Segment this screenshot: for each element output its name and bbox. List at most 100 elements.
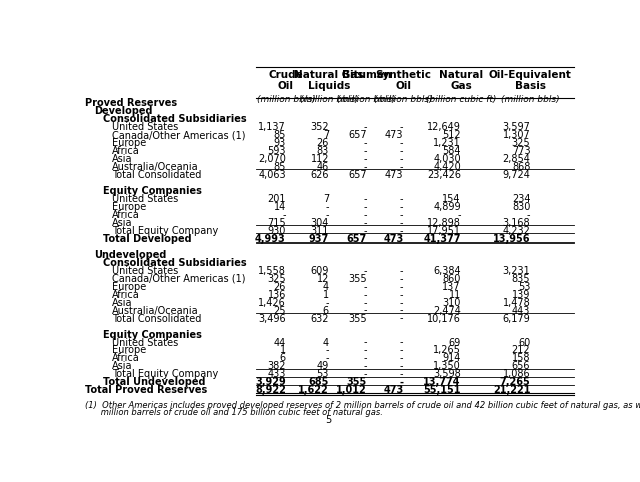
Text: -: -	[400, 122, 403, 132]
Text: 685: 685	[308, 377, 329, 388]
Text: 137: 137	[442, 281, 461, 292]
Text: Canada/Other Americas (1): Canada/Other Americas (1)	[112, 130, 245, 140]
Text: -: -	[363, 226, 367, 236]
Text: -: -	[363, 194, 367, 204]
Text: United States: United States	[112, 194, 178, 204]
Text: 93: 93	[273, 138, 286, 148]
Text: Total Undeveloped: Total Undeveloped	[103, 377, 205, 388]
Text: 2,474: 2,474	[433, 306, 461, 316]
Text: 715: 715	[268, 218, 286, 228]
Text: -: -	[282, 210, 286, 220]
Text: -: -	[363, 202, 367, 212]
Text: 1,622: 1,622	[298, 386, 329, 395]
Text: 4,030: 4,030	[433, 154, 461, 164]
Text: 914: 914	[442, 353, 461, 363]
Text: 69: 69	[449, 337, 461, 348]
Text: 14: 14	[273, 202, 286, 212]
Text: 13,956: 13,956	[493, 234, 531, 244]
Text: -: -	[400, 138, 403, 148]
Text: -: -	[400, 353, 403, 363]
Text: 2,854: 2,854	[502, 154, 531, 164]
Text: 53: 53	[518, 281, 531, 292]
Text: 55,151: 55,151	[424, 386, 461, 395]
Text: 139: 139	[512, 290, 531, 300]
Text: -: -	[400, 297, 403, 308]
Text: -: -	[326, 210, 329, 220]
Text: -: -	[400, 281, 403, 292]
Text: 112: 112	[310, 154, 329, 164]
Text: 325: 325	[268, 274, 286, 284]
Text: -: -	[400, 154, 403, 164]
Text: 473: 473	[385, 130, 403, 140]
Text: 12,649: 12,649	[427, 122, 461, 132]
Text: 9,724: 9,724	[502, 170, 531, 180]
Text: 930: 930	[268, 226, 286, 236]
Text: United States: United States	[112, 122, 178, 132]
Text: 3,597: 3,597	[502, 122, 531, 132]
Text: Asia: Asia	[112, 218, 132, 228]
Text: 1,012: 1,012	[336, 386, 367, 395]
Text: 4: 4	[323, 337, 329, 348]
Text: 304: 304	[310, 218, 329, 228]
Text: Total Equity Company: Total Equity Company	[112, 369, 218, 379]
Text: 860: 860	[442, 274, 461, 284]
Text: 136: 136	[268, 290, 286, 300]
Text: 1,478: 1,478	[502, 297, 531, 308]
Text: 154: 154	[442, 194, 461, 204]
Text: 13,774: 13,774	[424, 377, 461, 388]
Text: -: -	[326, 202, 329, 212]
Text: 835: 835	[512, 274, 531, 284]
Text: -: -	[400, 266, 403, 276]
Text: 6,384: 6,384	[433, 266, 461, 276]
Text: 25: 25	[273, 306, 286, 316]
Text: Proved Reserves: Proved Reserves	[85, 98, 177, 108]
Text: 26: 26	[317, 138, 329, 148]
Text: 325: 325	[512, 138, 531, 148]
Text: 12,898: 12,898	[427, 218, 461, 228]
Text: (million bbls): (million bbls)	[300, 95, 358, 104]
Text: -: -	[400, 290, 403, 300]
Text: -: -	[400, 346, 403, 356]
Text: 2,070: 2,070	[258, 154, 286, 164]
Text: 201: 201	[268, 194, 286, 204]
Text: -: -	[400, 226, 403, 236]
Text: 1,137: 1,137	[258, 122, 286, 132]
Text: Total Developed: Total Developed	[103, 234, 191, 244]
Text: 311: 311	[310, 226, 329, 236]
Text: (million bbls): (million bbls)	[501, 95, 560, 104]
Text: Oil-Equivalent
Basis: Oil-Equivalent Basis	[489, 70, 572, 91]
Text: 5: 5	[325, 415, 331, 425]
Text: Europe: Europe	[112, 138, 146, 148]
Text: -: -	[400, 314, 403, 323]
Text: Africa: Africa	[112, 146, 140, 156]
Text: 21,221: 21,221	[493, 386, 531, 395]
Text: Asia: Asia	[112, 362, 132, 372]
Text: 10,176: 10,176	[427, 314, 461, 323]
Text: 6,179: 6,179	[502, 314, 531, 323]
Text: Canada/Other Americas (1): Canada/Other Americas (1)	[112, 274, 245, 284]
Text: 23,426: 23,426	[427, 170, 461, 180]
Text: million barrels of crude oil and 175 billion cubic feet of natural gas.: million barrels of crude oil and 175 bil…	[85, 408, 383, 416]
Text: Australia/Oceania: Australia/Oceania	[112, 162, 198, 172]
Text: -: -	[363, 146, 367, 156]
Text: -: -	[363, 369, 367, 379]
Text: -: -	[363, 210, 367, 220]
Text: -: -	[400, 194, 403, 204]
Text: -: -	[458, 210, 461, 220]
Text: 352: 352	[310, 122, 329, 132]
Text: 773: 773	[512, 146, 531, 156]
Text: Europe: Europe	[112, 202, 146, 212]
Text: 4,232: 4,232	[502, 226, 531, 236]
Text: -: -	[400, 274, 403, 284]
Text: -: -	[363, 281, 367, 292]
Text: 355: 355	[348, 314, 367, 323]
Text: 6: 6	[323, 306, 329, 316]
Text: 1,231: 1,231	[433, 138, 461, 148]
Text: Equity Companies: Equity Companies	[103, 186, 202, 196]
Text: 85: 85	[273, 162, 286, 172]
Text: 433: 433	[268, 369, 286, 379]
Text: 234: 234	[512, 194, 531, 204]
Text: 4,420: 4,420	[433, 162, 461, 172]
Text: 1,426: 1,426	[258, 297, 286, 308]
Text: Africa: Africa	[112, 290, 140, 300]
